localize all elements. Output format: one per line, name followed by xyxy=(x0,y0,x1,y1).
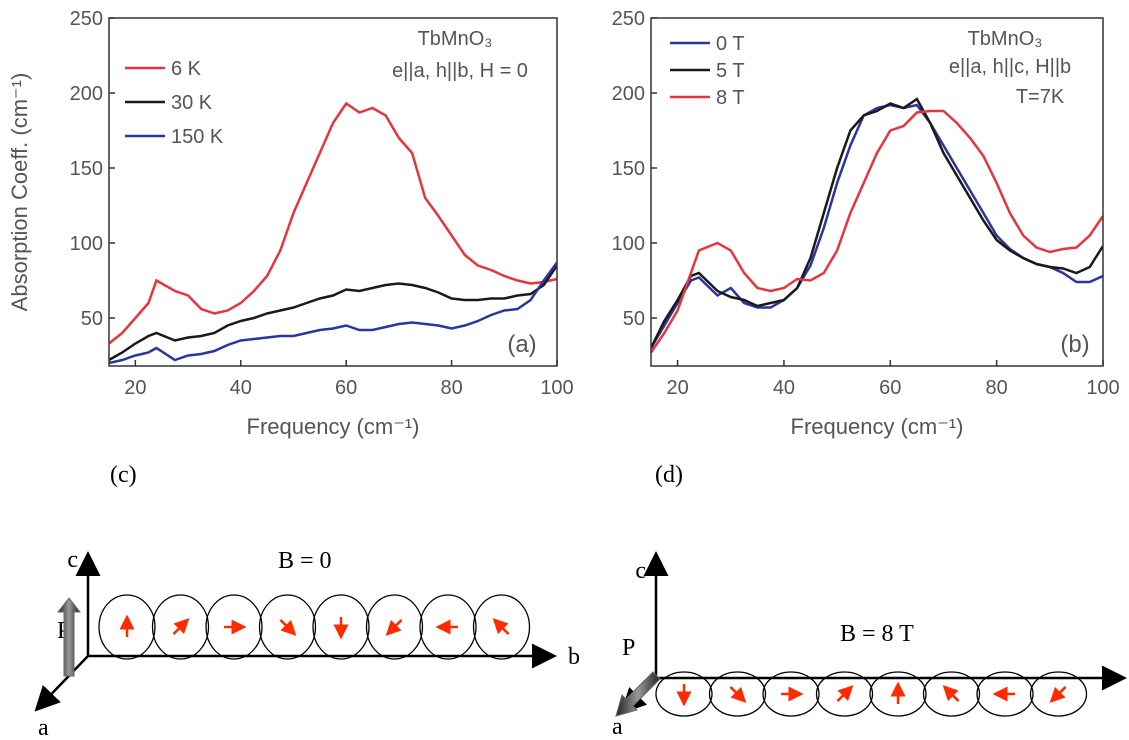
site xyxy=(472,594,531,660)
spin-arrow xyxy=(172,618,190,635)
field-label: B = 8 T xyxy=(840,621,914,647)
y-tick-label: 100 xyxy=(70,233,103,255)
spin-arrow xyxy=(729,686,747,703)
a-axis xyxy=(34,655,89,712)
chart: 50 100 150 200 250 20 40 60 80 100 Frequency (cm⁻¹… xyxy=(612,8,1120,439)
series-line xyxy=(109,264,557,362)
p-arrow xyxy=(615,671,661,717)
series-line xyxy=(109,101,557,345)
site xyxy=(98,594,156,660)
x-axis-label: Frequency (cm⁻¹) xyxy=(791,414,964,439)
site xyxy=(1029,671,1088,717)
y-tick-label: 200 xyxy=(70,83,103,105)
annotation: e||a, h||c, H||b xyxy=(949,56,1071,78)
annotation: T=7K xyxy=(1016,86,1065,108)
spin-chain xyxy=(655,671,1088,717)
legend-label: 150 K xyxy=(171,126,224,148)
site xyxy=(655,671,713,717)
x-tick-label: 100 xyxy=(540,377,573,399)
site xyxy=(151,594,210,660)
panel-label: (b) xyxy=(1060,331,1089,358)
x-tick-label: 40 xyxy=(230,377,252,399)
series-line xyxy=(109,261,557,365)
site xyxy=(976,671,1034,717)
spin-arrow xyxy=(385,619,403,636)
plot-frame xyxy=(650,17,1104,367)
legend-label: 6 K xyxy=(171,58,202,80)
x-tick-label: 80 xyxy=(440,377,462,399)
axis-label: c xyxy=(67,547,78,573)
plot-frame xyxy=(108,17,558,367)
spin-arrow xyxy=(492,618,510,635)
panel-label: (d) xyxy=(655,462,683,488)
spin-arrow xyxy=(279,619,297,636)
x-tick-label: 60 xyxy=(879,377,901,399)
site xyxy=(205,594,263,660)
x-tick-label: 80 xyxy=(986,377,1008,399)
legend-label: 8 T xyxy=(716,87,745,109)
site xyxy=(815,671,874,717)
y-axis-label: Absorption Coeff. (cm⁻¹) xyxy=(7,73,32,312)
y-tick-label: 250 xyxy=(612,8,645,30)
legend-label: 30 K xyxy=(171,92,213,114)
axis-label: c xyxy=(635,558,646,584)
site xyxy=(922,671,981,717)
x-tick-label: 60 xyxy=(335,377,357,399)
legend-label: 5 T xyxy=(716,60,745,82)
chart: 50 100 150 200 250 20 40 60 80 100 Frequency (cm⁻¹… xyxy=(7,8,574,439)
axis-label: a xyxy=(38,715,49,740)
y-tick-label: 200 xyxy=(612,83,645,105)
p-arrow xyxy=(56,597,82,677)
site xyxy=(312,594,370,660)
annotation: e||a, h||b, H = 0 xyxy=(392,60,528,82)
axis-label: a xyxy=(612,714,623,740)
spin-arrow xyxy=(836,685,854,702)
series-line xyxy=(651,109,1103,354)
annotation: TbMnO₃ xyxy=(968,28,1043,50)
x-tick-label: 100 xyxy=(1086,377,1119,399)
diagram-c: (c) B = 0 c b a P xyxy=(34,462,580,740)
annotation: TbMnO₃ xyxy=(418,28,493,50)
diagram-d: (d) B = 8 T c a P xyxy=(612,462,1127,740)
x-tick-label: 40 xyxy=(773,377,795,399)
x-tick-label: 20 xyxy=(666,377,688,399)
p-label: P xyxy=(622,635,635,661)
series-line xyxy=(651,97,1103,349)
x-axis-label: Frequency (cm⁻¹) xyxy=(247,414,420,439)
site xyxy=(258,594,317,660)
y-tick-label: 150 xyxy=(612,158,645,180)
y-tick-label: 50 xyxy=(623,308,645,330)
site xyxy=(762,671,820,717)
spin-chain xyxy=(98,594,531,660)
panel-label: (c) xyxy=(110,462,137,488)
site xyxy=(365,594,424,660)
plot-area xyxy=(651,97,1103,354)
y-tick-label: 250 xyxy=(70,8,103,30)
spin-arrow xyxy=(942,685,960,702)
plot-area xyxy=(109,101,557,365)
y-tick-label: 100 xyxy=(612,233,645,255)
field-label: B = 0 xyxy=(278,548,332,574)
site xyxy=(869,671,927,717)
y-tick-label: 50 xyxy=(81,308,103,330)
legend-label: 0 T xyxy=(716,33,745,55)
y-tick-label: 150 xyxy=(70,158,103,180)
axis-label: b xyxy=(568,644,580,670)
x-tick-label: 20 xyxy=(124,377,146,399)
spin-arrow xyxy=(1049,686,1067,703)
series-line xyxy=(651,103,1103,349)
site xyxy=(708,671,767,717)
site xyxy=(419,594,477,660)
panel-label: (a) xyxy=(507,331,536,358)
